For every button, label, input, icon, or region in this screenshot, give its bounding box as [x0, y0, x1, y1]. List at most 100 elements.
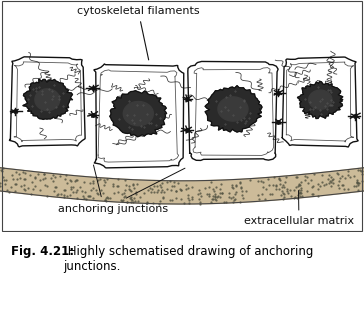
- Point: [147, 185, 153, 190]
- Point: [54, 193, 60, 198]
- Point: [282, 180, 288, 185]
- Point: [302, 178, 308, 183]
- Point: [256, 196, 262, 202]
- Point: [310, 191, 316, 196]
- Point: [206, 193, 212, 198]
- Point: [51, 188, 57, 193]
- Point: [88, 180, 94, 185]
- Point: [144, 199, 150, 204]
- Point: [213, 184, 219, 189]
- Point: [273, 183, 279, 188]
- Point: [337, 175, 343, 181]
- Point: [336, 182, 341, 187]
- Point: [68, 184, 74, 189]
- Point: [159, 187, 165, 193]
- Point: [296, 183, 301, 188]
- Point: [82, 179, 87, 184]
- Point: [98, 188, 104, 193]
- Point: [185, 195, 190, 201]
- Point: [167, 197, 173, 203]
- Point: [148, 190, 154, 195]
- Point: [124, 199, 130, 204]
- Point: [0, 175, 6, 180]
- Point: [217, 191, 223, 196]
- Point: [359, 178, 364, 184]
- Point: [299, 194, 305, 199]
- Point: [41, 171, 47, 176]
- Point: [128, 188, 134, 194]
- Point: [29, 179, 35, 185]
- Point: [361, 169, 364, 174]
- Point: [291, 196, 297, 201]
- Point: [277, 178, 283, 183]
- Point: [32, 175, 38, 180]
- Point: [278, 192, 284, 197]
- Point: [326, 181, 332, 186]
- Point: [164, 186, 170, 192]
- Point: [297, 194, 303, 199]
- Point: [232, 191, 237, 196]
- Point: [123, 182, 129, 187]
- Point: [297, 182, 302, 187]
- Point: [355, 180, 361, 185]
- Point: [14, 177, 20, 182]
- Point: [151, 189, 157, 194]
- Point: [229, 182, 235, 187]
- Point: [171, 180, 177, 185]
- Point: [37, 187, 43, 192]
- Point: [135, 199, 141, 204]
- Point: [114, 184, 120, 189]
- Point: [104, 177, 110, 182]
- Point: [276, 177, 282, 182]
- Point: [285, 191, 291, 196]
- Point: [354, 181, 360, 186]
- Point: [258, 192, 264, 197]
- Point: [211, 189, 217, 194]
- Point: [12, 188, 18, 194]
- Point: [61, 192, 67, 197]
- Point: [281, 194, 287, 199]
- Point: [167, 179, 173, 184]
- Point: [0, 180, 3, 185]
- Point: [206, 184, 212, 189]
- Point: [20, 170, 26, 175]
- Point: [186, 197, 192, 203]
- Point: [128, 196, 134, 201]
- Point: [3, 178, 9, 183]
- Point: [353, 183, 359, 188]
- Point: [1, 177, 7, 182]
- Point: [62, 177, 68, 182]
- Point: [315, 181, 321, 186]
- Point: [266, 182, 272, 187]
- Point: [87, 194, 93, 199]
- Point: [258, 179, 264, 184]
- Point: [185, 186, 191, 191]
- Point: [315, 186, 321, 192]
- Point: [160, 195, 166, 200]
- Point: [305, 180, 311, 185]
- Point: [82, 189, 88, 194]
- Point: [86, 193, 92, 198]
- Point: [88, 188, 94, 193]
- Point: [151, 183, 157, 188]
- Point: [207, 192, 213, 197]
- Point: [328, 179, 333, 185]
- Point: [171, 184, 177, 189]
- Polygon shape: [205, 86, 262, 132]
- Point: [279, 188, 285, 193]
- Point: [44, 193, 50, 198]
- Point: [341, 186, 347, 192]
- Point: [157, 183, 163, 188]
- Point: [35, 171, 41, 176]
- Point: [352, 184, 357, 189]
- Point: [42, 175, 48, 180]
- Point: [323, 181, 329, 186]
- Point: [102, 183, 107, 188]
- Point: [354, 180, 360, 185]
- Point: [90, 185, 96, 190]
- Point: [6, 189, 12, 194]
- Point: [167, 187, 173, 193]
- Point: [247, 178, 253, 183]
- Point: [98, 177, 103, 182]
- Point: [104, 194, 110, 200]
